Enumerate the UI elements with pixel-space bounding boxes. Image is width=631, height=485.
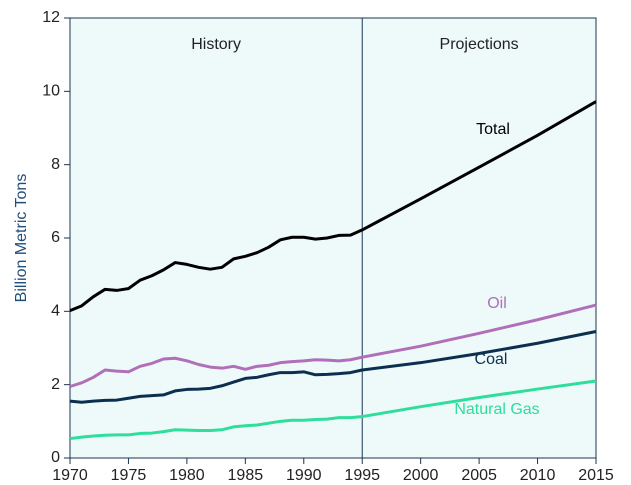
x-tick-label: 2015 (578, 467, 614, 484)
x-tick-label: 1995 (344, 467, 380, 484)
series-line (69, 100, 597, 312)
y-tick-label: 0 (51, 449, 60, 466)
x-tick-label: 2000 (403, 467, 439, 484)
y-tick-label: 12 (42, 9, 60, 26)
series-label: Oil (487, 295, 507, 312)
y-tick-label: 6 (51, 229, 60, 246)
x-tick-label: 1990 (286, 467, 322, 484)
y-tick-label: 10 (42, 83, 60, 100)
x-tick-label: 1980 (169, 467, 205, 484)
x-tick-label: 2005 (461, 467, 497, 484)
y-tick-label: 4 (51, 303, 60, 320)
region-label: Projections (440, 36, 519, 53)
series-line (69, 330, 597, 404)
series-label: Total (476, 121, 510, 138)
series-line (69, 303, 597, 388)
series-label: Natural Gas (454, 401, 539, 418)
series-line (69, 379, 597, 441)
x-tick-label: 2010 (520, 467, 556, 484)
series-label: Coal (475, 351, 508, 368)
x-tick-label: 1975 (111, 467, 147, 484)
y-axis-label: Billion Metric Tons (13, 174, 30, 303)
x-tick-label: 1985 (228, 467, 264, 484)
y-tick-label: 2 (51, 376, 60, 393)
region-label: History (191, 36, 241, 53)
y-tick-label: 8 (51, 156, 60, 173)
x-tick-label: 1970 (52, 467, 88, 484)
